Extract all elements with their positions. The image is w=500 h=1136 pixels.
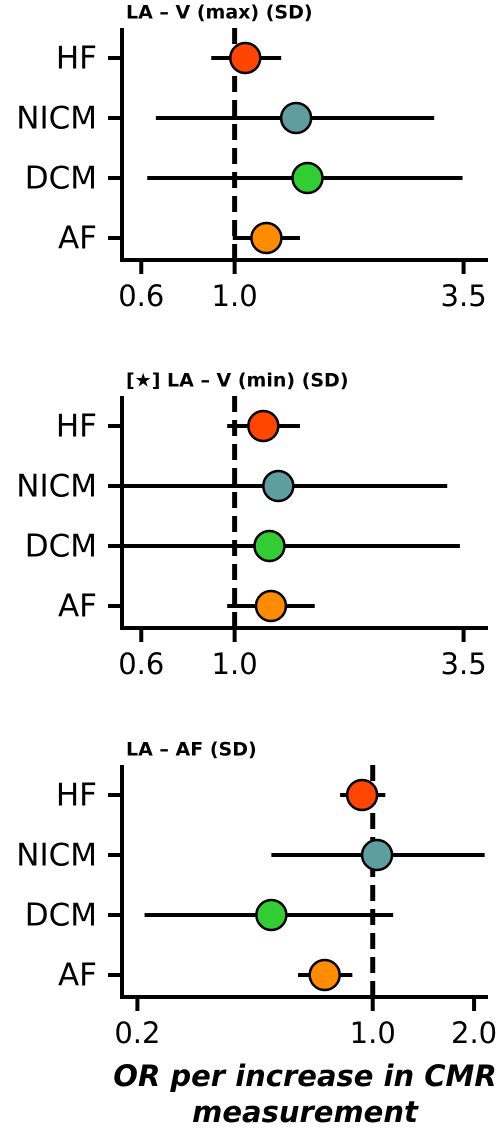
y-tick-label: DCM [25, 529, 97, 565]
point-estimate [345, 778, 379, 812]
y-tick-label: NICM [16, 469, 97, 505]
point-estimate [308, 958, 341, 992]
y-tick-label: NICM [16, 838, 97, 874]
y-tick-label: NICM [16, 101, 97, 137]
x-tick-label: 0.6 [118, 647, 164, 681]
x-tick-label: 3.5 [441, 279, 487, 313]
y-tick-label: AF [58, 958, 97, 994]
panel-title: LA – V (max) (SD) [126, 2, 313, 24]
x-tick-label: 1.0 [212, 279, 258, 313]
x-tick-label: 0.2 [114, 1016, 160, 1050]
point-estimate [279, 101, 313, 135]
y-tick-label: HF [56, 778, 97, 814]
x-tick-label: 0.6 [118, 279, 164, 313]
y-tick-label: AF [58, 221, 97, 257]
point-estimate [262, 469, 295, 503]
point-estimate [229, 41, 262, 75]
panel-title: LA – AF (SD) [126, 739, 257, 761]
y-tick-label: AF [58, 589, 97, 625]
point-estimate [253, 529, 286, 563]
point-estimate [250, 221, 283, 255]
x-tick-label: 3.5 [441, 647, 487, 681]
y-tick-label: HF [56, 409, 97, 445]
y-tick-label: DCM [25, 161, 97, 197]
x-tick-label: 1.0 [212, 647, 258, 681]
y-tick-label: HF [56, 41, 97, 77]
x-tick-label: 2.0 [451, 1016, 497, 1050]
x-axis-label: OR per increase in CMR measurement [113, 1059, 497, 1129]
point-estimate [254, 589, 288, 623]
point-estimate [247, 409, 280, 443]
x-tick-label: 1.0 [350, 1016, 396, 1050]
point-estimate [291, 161, 324, 195]
point-estimate [360, 838, 394, 872]
y-tick-label: DCM [25, 898, 97, 934]
panel-title: [★] LA – V (min) (SD) [126, 370, 349, 392]
point-estimate [255, 898, 288, 932]
